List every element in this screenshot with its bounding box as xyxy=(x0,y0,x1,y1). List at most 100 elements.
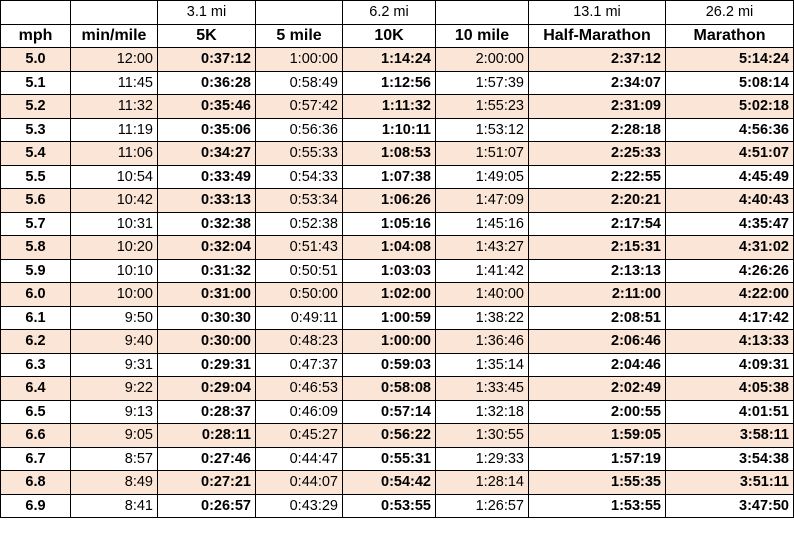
mph-cell: 6.7 xyxy=(0,446,71,471)
5-mile-time-cell: 0:54:33 xyxy=(255,164,343,189)
5k-time-cell: 0:35:46 xyxy=(157,94,256,119)
10-mile-time-cell: 1:55:23 xyxy=(435,94,529,119)
half-marathon-time-cell: 2:00:55 xyxy=(528,399,666,424)
5k-time-cell: 0:33:49 xyxy=(157,164,256,189)
min-mile-cell: 9:05 xyxy=(70,423,158,448)
half-marathon-time-cell: 1:53:55 xyxy=(528,493,666,518)
5-mile-time-cell: 0:50:00 xyxy=(255,282,343,307)
5-mile-time-cell: 0:46:09 xyxy=(255,399,343,424)
10-mile-time-cell: 1:53:12 xyxy=(435,117,529,142)
min-mile-cell: 9:13 xyxy=(70,399,158,424)
10-mile-time-cell: 1:47:09 xyxy=(435,188,529,213)
distance-cell: 6.2 mi xyxy=(342,0,436,25)
min-mile-cell: 8:41 xyxy=(70,493,158,518)
5k-time-cell: 0:28:37 xyxy=(157,399,256,424)
10-mile-time-cell: 1:38:22 xyxy=(435,305,529,330)
5-mile-time-cell: 0:44:07 xyxy=(255,470,343,495)
table-row: 5.7 10:31 0:32:38 0:52:38 1:05:16 1:45:16 2:17… xyxy=(0,211,794,236)
marathon-time-cell: 5:02:18 xyxy=(665,94,794,119)
marathon-time-cell: 4:13:33 xyxy=(665,329,794,354)
mph-cell: 6.8 xyxy=(0,470,71,495)
mph-cell: 5.5 xyxy=(0,164,71,189)
5k-time-cell: 0:33:13 xyxy=(157,188,256,213)
half-marathon-time-cell: 2:25:33 xyxy=(528,141,666,166)
5-mile-time-cell: 0:46:53 xyxy=(255,376,343,401)
min-mile-cell: 10:42 xyxy=(70,188,158,213)
10-mile-time-cell: 1:35:14 xyxy=(435,352,529,377)
half-marathon-time-cell: 2:15:31 xyxy=(528,235,666,260)
mph-cell: 6.4 xyxy=(0,376,71,401)
min-mile-cell: 10:31 xyxy=(70,211,158,236)
half-marathon-time-cell: 2:06:46 xyxy=(528,329,666,354)
marathon-time-cell: 4:56:36 xyxy=(665,117,794,142)
min-mile-cell: 10:00 xyxy=(70,282,158,307)
distance-cell xyxy=(435,0,529,25)
5k-time-cell: 0:37:12 xyxy=(157,47,256,72)
5k-time-cell: 0:34:27 xyxy=(157,141,256,166)
10k-time-cell: 0:53:55 xyxy=(342,493,436,518)
mph-cell: 6.3 xyxy=(0,352,71,377)
table-row: 5.3 11:19 0:35:06 0:56:36 1:10:11 1:53:12 2:28… xyxy=(0,117,794,142)
min-mile-cell: 11:19 xyxy=(70,117,158,142)
half-marathon-time-cell: 1:59:05 xyxy=(528,423,666,448)
marathon-time-cell: 3:54:38 xyxy=(665,446,794,471)
10k-time-cell: 0:56:22 xyxy=(342,423,436,448)
table-header: 3.1 mi 6.2 mi 13.1 mi 26.2 mi mph min/mi… xyxy=(0,0,794,48)
mph-cell: 6.9 xyxy=(0,493,71,518)
marathon-time-cell: 4:17:42 xyxy=(665,305,794,330)
5-mile-time-cell: 0:43:29 xyxy=(255,493,343,518)
table-row: 6.2 9:40 0:30:00 0:48:23 1:00:00 1:36:46 2:06:… xyxy=(0,329,794,354)
5-mile-time-cell: 0:55:33 xyxy=(255,141,343,166)
5-mile-time-cell: 0:48:23 xyxy=(255,329,343,354)
10k-time-cell: 1:11:32 xyxy=(342,94,436,119)
5k-time-cell: 0:26:57 xyxy=(157,493,256,518)
table-row: 5.5 10:54 0:33:49 0:54:33 1:07:38 1:49:05 2:22… xyxy=(0,164,794,189)
10-mile-time-cell: 2:00:00 xyxy=(435,47,529,72)
column-header-5k: 5K xyxy=(157,23,256,48)
10-mile-time-cell: 1:26:57 xyxy=(435,493,529,518)
5k-time-cell: 0:27:46 xyxy=(157,446,256,471)
10k-time-cell: 1:12:56 xyxy=(342,70,436,95)
column-header-10-mile: 10 mile xyxy=(435,23,529,48)
min-mile-cell: 9:31 xyxy=(70,352,158,377)
5k-time-cell: 0:31:00 xyxy=(157,282,256,307)
table-body: 5.0 12:00 0:37:12 1:00:00 1:14:24 2:00:00 2:37… xyxy=(0,47,794,518)
column-header-5-mile: 5 mile xyxy=(255,23,343,48)
10-mile-time-cell: 1:29:33 xyxy=(435,446,529,471)
mph-cell: 5.1 xyxy=(0,70,71,95)
10-mile-time-cell: 1:28:14 xyxy=(435,470,529,495)
mph-cell: 5.3 xyxy=(0,117,71,142)
mph-cell: 5.2 xyxy=(0,94,71,119)
distance-cell: 3.1 mi xyxy=(157,0,256,25)
5k-time-cell: 0:30:00 xyxy=(157,329,256,354)
table-row: 5.1 11:45 0:36:28 0:58:49 1:12:56 1:57:39 2:34… xyxy=(0,70,794,95)
min-mile-cell: 10:54 xyxy=(70,164,158,189)
5k-time-cell: 0:36:28 xyxy=(157,70,256,95)
marathon-time-cell: 4:45:49 xyxy=(665,164,794,189)
5k-time-cell: 0:28:11 xyxy=(157,423,256,448)
pace-table: 3.1 mi 6.2 mi 13.1 mi 26.2 mi mph min/mi… xyxy=(0,0,794,518)
5-mile-time-cell: 0:50:51 xyxy=(255,258,343,283)
10-mile-time-cell: 1:51:07 xyxy=(435,141,529,166)
marathon-time-cell: 4:22:00 xyxy=(665,282,794,307)
5-mile-time-cell: 0:49:11 xyxy=(255,305,343,330)
table-row: 6.4 9:22 0:29:04 0:46:53 0:58:08 1:33:45 2:02:… xyxy=(0,376,794,401)
half-marathon-time-cell: 2:34:07 xyxy=(528,70,666,95)
mph-cell: 6.2 xyxy=(0,329,71,354)
5k-time-cell: 0:32:38 xyxy=(157,211,256,236)
5-mile-time-cell: 0:47:37 xyxy=(255,352,343,377)
marathon-time-cell: 4:35:47 xyxy=(665,211,794,236)
5-mile-time-cell: 0:58:49 xyxy=(255,70,343,95)
column-header-marathon: Marathon xyxy=(665,23,794,48)
10k-time-cell: 1:06:26 xyxy=(342,188,436,213)
mph-cell: 6.6 xyxy=(0,423,71,448)
5k-time-cell: 0:35:06 xyxy=(157,117,256,142)
half-marathon-time-cell: 2:22:55 xyxy=(528,164,666,189)
min-mile-cell: 10:10 xyxy=(70,258,158,283)
10k-time-cell: 1:04:08 xyxy=(342,235,436,260)
5k-time-cell: 0:27:21 xyxy=(157,470,256,495)
marathon-time-cell: 5:08:14 xyxy=(665,70,794,95)
column-header-10k: 10K xyxy=(342,23,436,48)
half-marathon-time-cell: 2:13:13 xyxy=(528,258,666,283)
10-mile-time-cell: 1:36:46 xyxy=(435,329,529,354)
